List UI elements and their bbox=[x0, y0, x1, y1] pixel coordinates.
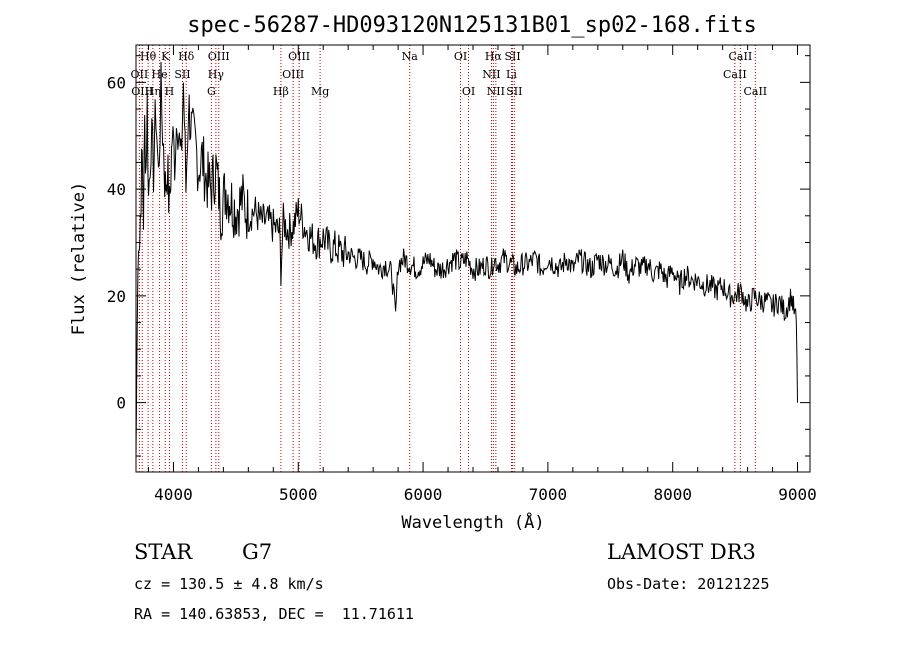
line-label-low-8: SII bbox=[506, 85, 522, 98]
line-label-low-1: Hη bbox=[145, 85, 161, 98]
x-tick-label-4: 8000 bbox=[653, 485, 692, 504]
line-label-top-6: OI bbox=[454, 50, 467, 63]
obs-date-text: Obs-Date: 20121225 bbox=[607, 575, 770, 593]
line-label-mid-6: Li bbox=[506, 68, 517, 81]
line-label-top-9: CaII bbox=[729, 50, 753, 63]
line-label-low-0: OIII bbox=[131, 85, 153, 98]
line-label-mid-0: OII bbox=[131, 68, 149, 81]
plot-frame bbox=[135, 44, 811, 473]
line-label-low-7: NII bbox=[487, 85, 505, 98]
line-label-top-8: SII bbox=[504, 50, 520, 63]
x-tick-label-1: 5000 bbox=[279, 485, 318, 504]
line-label-mid-4: OIII bbox=[282, 68, 304, 81]
y-tick-label-3: 60 bbox=[107, 73, 126, 92]
y-tick-label-1: 20 bbox=[107, 287, 126, 306]
y-tick-label-2: 40 bbox=[107, 180, 126, 199]
line-label-low-2: H bbox=[165, 85, 175, 98]
line-label-low-6: OI bbox=[462, 85, 475, 98]
line-label-top-1: K bbox=[161, 50, 170, 63]
line-label-top-7: Hα bbox=[485, 50, 503, 63]
chart-title: spec-56287-HD093120N125131B01_sp02-168.f… bbox=[187, 13, 757, 38]
line-label-mid-3: Hγ bbox=[208, 68, 225, 81]
x-tick-label-2: 6000 bbox=[404, 485, 443, 504]
survey-label: LAMOST DR3 bbox=[607, 540, 756, 564]
line-label-low-5: Mg bbox=[311, 85, 329, 98]
coordinates-text: RA = 140.63853, DEC = 11.71611 bbox=[134, 605, 414, 623]
x-tick-label-3: 7000 bbox=[529, 485, 568, 504]
series-line-0 bbox=[135, 61, 798, 457]
line-label-mid-5: NII bbox=[482, 68, 500, 81]
line-label-mid-7: CaII bbox=[723, 68, 747, 81]
x-tick-label-5: 9000 bbox=[778, 485, 817, 504]
line-label-top-5: Na bbox=[402, 50, 419, 63]
x-tick-label-0: 4000 bbox=[154, 485, 193, 504]
series-layer bbox=[135, 61, 798, 457]
line-label-mid-2: SII bbox=[174, 68, 190, 81]
line-label-top-4: OIII bbox=[288, 50, 310, 63]
line-label-low-4: Hβ bbox=[273, 85, 289, 98]
y-axis-label: Flux (relative) bbox=[69, 182, 89, 336]
line-label-top-0: Hθ bbox=[140, 50, 157, 63]
spectral-subclass: G7 bbox=[242, 540, 273, 564]
line-label-mid-1: He bbox=[152, 68, 168, 81]
axis-ticks: 4000 5000 6000 7000 8000 9000 0 20 40 60 bbox=[107, 45, 817, 504]
emission-lines bbox=[138, 45, 756, 472]
x-axis-label: Wavelength (Å) bbox=[401, 511, 544, 533]
line-label-top-2: Hδ bbox=[178, 50, 195, 63]
y-tick-label-0: 0 bbox=[116, 394, 126, 413]
line-label-top-3: OIII bbox=[208, 50, 230, 63]
line-label-low-3: G bbox=[207, 85, 216, 98]
object-type: STAR bbox=[134, 540, 193, 564]
line-label-low-9: CaII bbox=[743, 85, 767, 98]
redshift-text: cz = 130.5 ± 4.8 km/s bbox=[134, 575, 324, 593]
